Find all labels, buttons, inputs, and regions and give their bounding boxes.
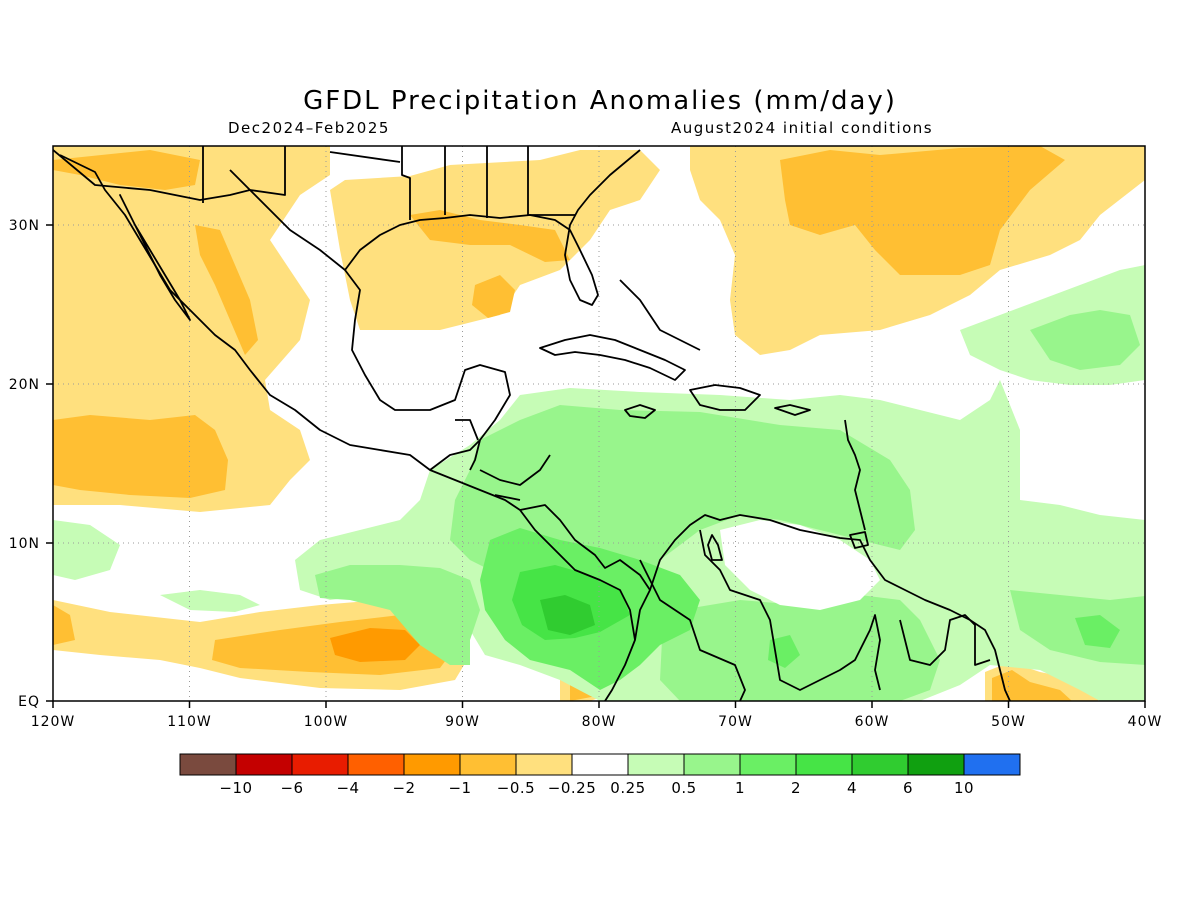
color-legend: −10 −6 −4 −2 −1 −0.5 −0.25 0.25 0.5 1 2 4 6 10 [179,753,1021,797]
legend-label: −0.25 [548,779,596,797]
legend-swatch [627,753,685,776]
legend-label: −0.5 [497,779,535,797]
legend-label: 0.5 [671,779,696,797]
dry-core-guiana [992,670,1072,701]
graticule [53,146,1145,701]
legend-label: 2 [791,779,801,797]
dry-core-west-edge [53,605,75,645]
legend-swatch [179,753,237,776]
island-puerto-rico [774,404,811,416]
legend-swatch [235,753,293,776]
lon-label: 40W [1128,714,1163,730]
legend-swatch [963,753,1021,776]
legend-swatch [347,753,405,776]
lat-label: 20N [9,377,40,393]
lon-label: 60W [855,714,890,730]
island-hispaniola [689,384,761,411]
legend-label: −4 [336,779,359,797]
coast-panama [519,504,651,641]
legend-swatch [739,753,797,776]
legend-label: 1 [735,779,745,797]
islands-antilles [844,419,866,531]
lon-label: 80W [582,714,617,730]
dry-core-atlantic [780,146,1065,275]
lat-label: 30N [9,218,40,234]
legend-label: 0.25 [610,779,645,797]
legend-label: −2 [392,779,415,797]
legend-label: 4 [847,779,857,797]
wet-max-panama [540,595,595,635]
lon-label: 70W [718,714,753,730]
dry-core-pacific-north [53,415,228,498]
wet-zone-amazon [660,595,940,701]
coast-baja [119,194,191,321]
island-cuba [539,334,686,381]
legend-label: 6 [903,779,913,797]
legend-swatch [907,753,965,776]
border-southamerica-3 [639,559,746,701]
lon-label: 120W [31,714,76,730]
lon-label: 110W [167,714,212,730]
dry-peak-pacific [330,628,420,662]
border-southamerica-1 [699,529,881,691]
anomaly-shading [53,146,1145,701]
islands-bahamas [619,279,701,351]
legend-swatch [571,753,629,776]
tick-marks [46,224,1146,708]
wet-zone-eastern-pacific [315,565,480,665]
lat-label: 10N [9,536,40,552]
wet-region-west [53,520,120,580]
legend-swatch [515,753,573,776]
border-us-mexico [53,146,286,201]
initial-conditions: August2024 initial conditions [671,119,934,137]
lon-label: 50W [991,714,1026,730]
lake-maracaibo [707,534,723,561]
dry-core-baja [53,150,200,190]
coast-gulf [229,169,511,471]
island-trinidad [849,531,869,549]
coast-us-gulf [344,149,641,306]
wet-zone-atlantic [1030,310,1140,370]
legend-label: −1 [448,779,471,797]
wet-region-pacific-band [160,590,260,612]
border-us-states [202,146,575,220]
lat-label: EQ [18,694,40,710]
legend-swatch [795,753,853,776]
wet-zone-east [1010,590,1145,665]
dry-core-gulf-coast [410,210,570,262]
border-central-america [429,419,551,501]
legend-label: −10 [219,779,252,797]
legend-swatch [851,753,909,776]
legend-swatch [459,753,517,776]
lon-label: 90W [445,714,480,730]
neutral-pocket-venezuela [720,520,880,610]
dry-core-gulf-center [472,275,515,318]
forecast-period: Dec2024–Feb2025 [228,119,390,137]
border-southamerica-2 [899,614,991,666]
dry-core-sierra [195,225,258,355]
legend-swatch [291,753,349,776]
coastlines [53,146,1011,701]
map-title: GFDL Precipitation Anomalies (mm/day) [303,86,897,116]
island-jamaica [624,404,656,419]
legend-label: 10 [954,779,974,797]
axis-labels: 30N 20N 10N EQ 120W 110W 100W 90W 80W 70… [9,218,1163,730]
legend-swatch [403,753,461,776]
wet-core-east [1075,615,1120,648]
coast-venezuela [649,514,1011,701]
legend-label: −6 [280,779,303,797]
legend-swatch [683,753,741,776]
lon-label: 100W [304,714,349,730]
